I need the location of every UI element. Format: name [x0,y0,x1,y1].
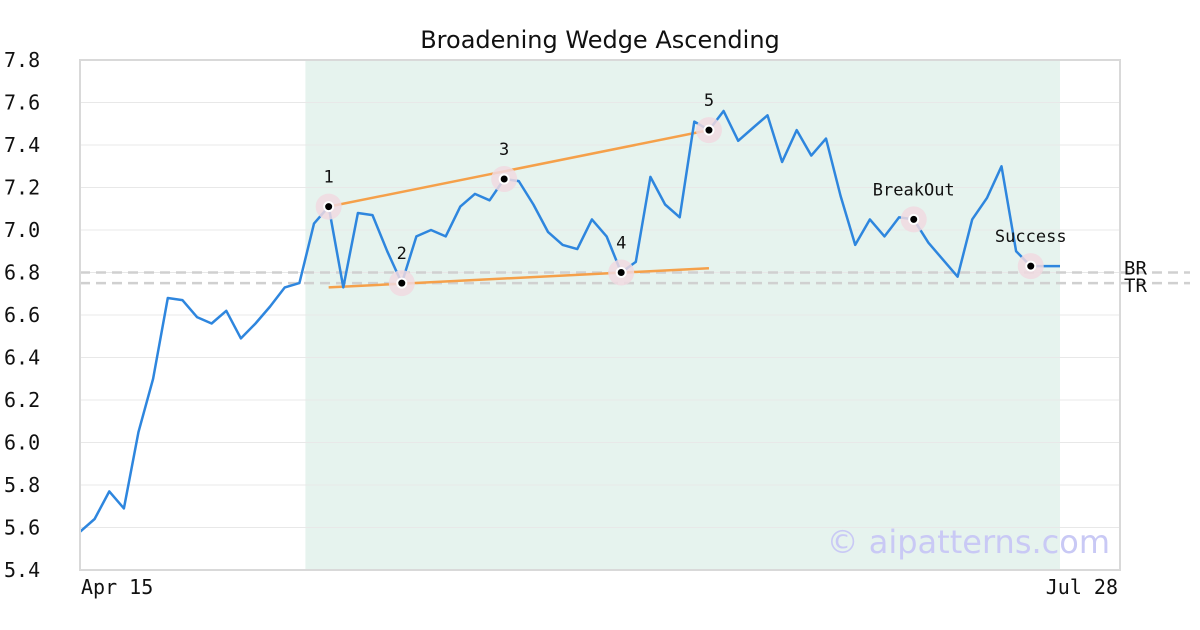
level-label: BR [1124,258,1147,280]
level-label: TR [1124,275,1147,297]
series-group [79,109,1060,533]
y-tick-label: 6.4 [4,346,40,370]
point-marker [908,213,920,225]
y-tick-label: 6.8 [4,261,40,285]
point-label: 4 [616,234,626,254]
gridlines-group [80,59,1120,571]
pattern-points-group: 1 2 3 4 5 BreakOut Success [315,91,1067,297]
point-marker [498,173,510,185]
y-tick-label: 7.8 [4,48,40,72]
y-tick-label: 7.4 [4,133,40,157]
x-tick-label: Apr 15 [81,575,153,599]
y-tick-label: 6.2 [4,388,40,412]
chart-title: Broadening Wedge Ascending [420,26,780,54]
y-tick-label: 6.6 [4,303,40,327]
y-tick-label: 7.6 [4,91,40,115]
point-marker [323,201,335,213]
trendline [328,128,710,208]
point-label: 5 [704,91,714,111]
y-tick-labels-group: 5.4 5.6 5.8 6.0 6.2 6.4 6.6 6.8 7.0 7.2 7.4 7.6 7.8 [4,48,40,582]
point-label: 2 [397,244,407,264]
x-tick-labels-group: Apr 15 Jul 28 [81,575,1118,599]
price-line [79,109,1060,533]
y-tick-label: 6.0 [4,431,40,455]
point-marker [396,277,408,289]
y-tick-label: 7.0 [4,218,40,242]
y-tick-label: 5.4 [4,558,40,582]
point-marker [615,267,627,278]
point-label: 3 [499,140,509,160]
point-label: Success [995,227,1067,247]
y-tick-label: 5.6 [4,516,40,540]
plot-frame [79,59,1121,571]
watermark: © aipatterns.com [827,523,1110,561]
point-marker [703,124,715,136]
x-tick-label: Jul 28 [1046,575,1118,599]
point-label: BreakOut [873,180,955,200]
point-label: 1 [324,168,334,188]
point-marker [1025,260,1037,272]
y-tick-label: 5.8 [4,473,40,497]
y-tick-label: 7.2 [4,176,40,200]
